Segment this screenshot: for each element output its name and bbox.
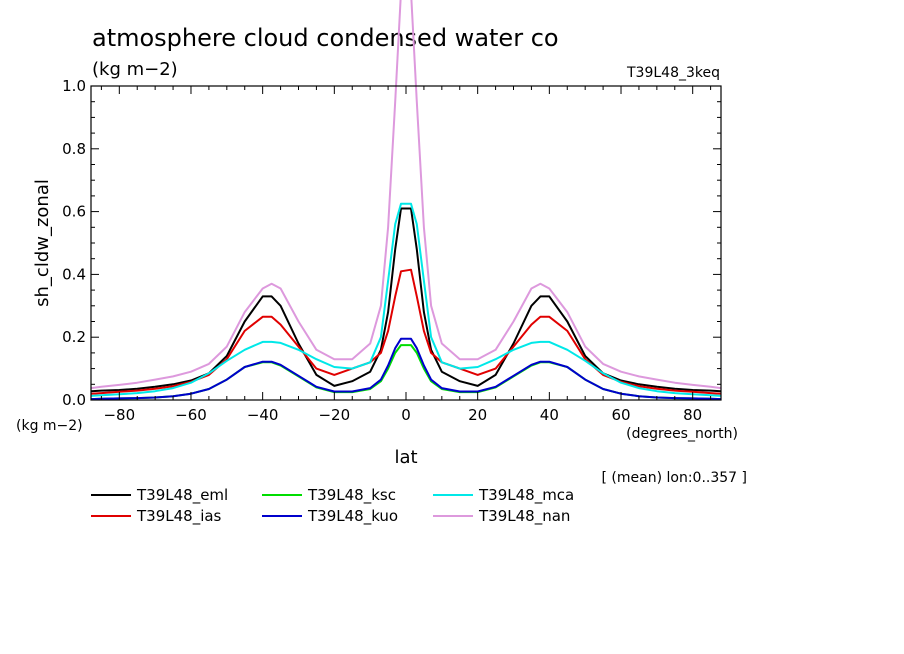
x-tick-label: −20 — [318, 406, 350, 424]
series-line-T39L48_mca — [91, 202, 721, 397]
x-tick-label: 40 — [540, 406, 559, 424]
legend-label: T39L48_nan — [478, 507, 570, 526]
y-tick-label: 0.0 — [62, 391, 86, 409]
experiment-label: T39L48_3keq — [626, 65, 720, 81]
x-tick-label: 80 — [683, 406, 702, 424]
y-tick-label: 0.6 — [62, 203, 86, 221]
tick-layer: −80 −60 −40 −20 0 20 40 60 80 0.0 0.2 0.4 0.6 0.8 1.0 — [62, 77, 721, 424]
x-tick-label: 0 — [401, 406, 411, 424]
x-tick-label: −80 — [103, 406, 135, 424]
chart-units: (kg m−2) — [92, 59, 178, 80]
legend-label: T39L48_eml — [136, 486, 228, 505]
y-tick-label: 0.2 — [62, 328, 86, 346]
chart-title: atmosphere cloud condensed water co — [92, 24, 559, 52]
legend: T39L48_eml T39L48_ias T39L48_ksc T39L48_kuo… — [91, 486, 574, 526]
x-tick-label: 60 — [611, 406, 630, 424]
series-line-T39L48_kuo — [91, 337, 721, 400]
footnote: [ (mean) lon:0..357 ] — [602, 470, 747, 486]
legend-label: T39L48_ksc — [307, 486, 396, 505]
y-axis-label: sh_cldw_zonal — [32, 179, 53, 307]
series-line-T39L48_ksc — [91, 344, 721, 400]
y-tick-label: 0.4 — [62, 265, 86, 283]
series-line-T39L48_ias — [91, 268, 721, 395]
legend-label: T39L48_mca — [478, 486, 574, 505]
x-tick-label: −40 — [247, 406, 279, 424]
x-axis-label: lat — [394, 447, 417, 468]
x-tick-label: −60 — [175, 406, 207, 424]
y-units-label: (kg m−2) — [16, 418, 83, 434]
series-line-T39L48_eml — [91, 207, 721, 393]
x-units-label: (degrees_north) — [626, 426, 738, 442]
legend-label: T39L48_ias — [136, 507, 222, 526]
legend-label: T39L48_kuo — [307, 507, 398, 526]
series-layer — [91, 0, 721, 400]
plot-frame — [90, 85, 722, 401]
y-tick-label: 1.0 — [62, 77, 86, 95]
x-tick-label: 20 — [468, 406, 487, 424]
y-tick-label: 0.8 — [62, 140, 86, 158]
series-line-T39L48_nan — [91, 0, 721, 390]
